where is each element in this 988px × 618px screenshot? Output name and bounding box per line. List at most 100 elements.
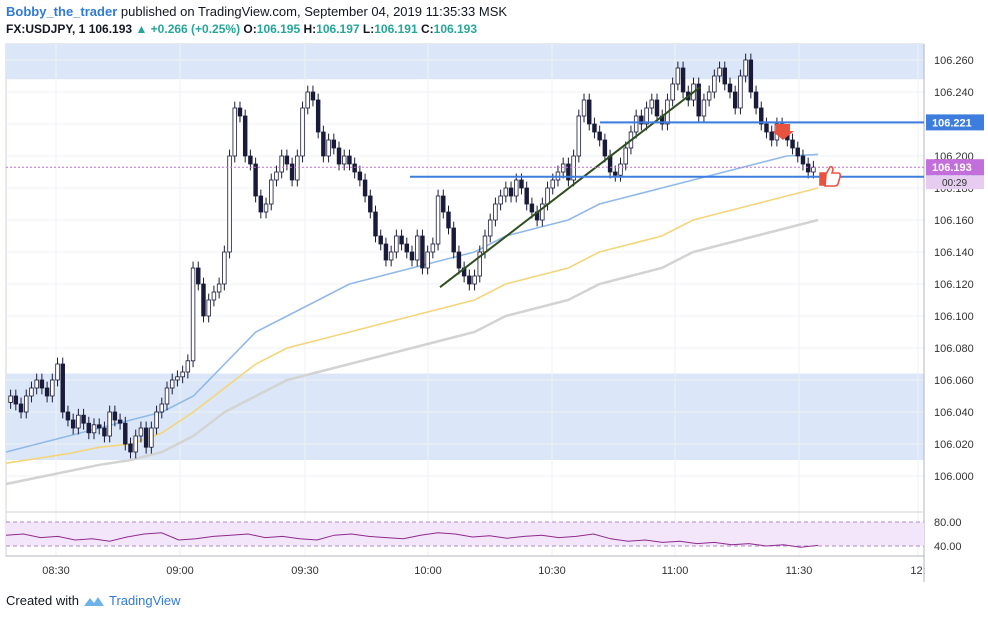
symbol-label: FX:USDJPY, 1 [6, 22, 86, 36]
candle-body [701, 99, 707, 117]
candle-body [649, 99, 655, 109]
high-label: H: [303, 22, 317, 36]
candle-body [576, 115, 582, 157]
countdown-label: 00:29 [942, 178, 967, 189]
candle-body [159, 403, 165, 413]
candle-body [336, 147, 342, 165]
candle-body [618, 163, 623, 176]
candle-body [81, 414, 86, 424]
y-tick-label: 106.260 [934, 55, 974, 67]
candle-body [399, 235, 404, 245]
candle-body [169, 379, 175, 389]
candle-body [310, 91, 316, 101]
candle-body [185, 360, 191, 373]
candle-body [425, 251, 430, 269]
x-tick-label: 09:30 [291, 565, 319, 577]
candle-body [738, 75, 743, 109]
candle-body [805, 163, 811, 173]
candle-body [65, 411, 71, 421]
candle-body [706, 91, 712, 101]
candle-body [227, 155, 232, 253]
x-tick-label: 11:00 [662, 565, 689, 577]
ma-line-ma_slow [5, 218, 819, 486]
candle-body [795, 147, 800, 157]
candle-body [269, 179, 274, 205]
thumbs-up-icon [819, 166, 842, 187]
tradingview-logo-icon [83, 596, 104, 606]
candle-body [441, 195, 446, 213]
candle-body [597, 131, 602, 141]
candle-body [206, 299, 211, 317]
candle-body [190, 267, 196, 362]
candle-body [91, 424, 97, 434]
candle-body [420, 235, 425, 269]
level-tag-label: 106.221 [932, 117, 972, 129]
candle-body [211, 291, 217, 301]
candle-body [613, 171, 618, 176]
low-value: 106.191 [374, 22, 418, 36]
close-label: C: [420, 22, 434, 36]
candle-body [446, 211, 451, 229]
candle-body [138, 427, 144, 437]
rsi-line [5, 532, 819, 548]
candle-body [540, 203, 545, 221]
footer: Created with TradingView [6, 593, 181, 608]
candle-body [587, 99, 592, 125]
y-tick-label: 106.160 [934, 215, 974, 227]
candle-body [503, 187, 509, 197]
open-label: O: [243, 22, 257, 36]
candle-body [284, 155, 290, 165]
candle-body [216, 283, 222, 293]
candle-body [388, 251, 394, 261]
candle-body [279, 155, 284, 173]
publish-header: Bobby_the_trader published on TradingVie… [6, 4, 507, 19]
candle-body [24, 395, 29, 413]
candle-body [222, 251, 227, 285]
y-tick-label: 106.100 [934, 311, 974, 323]
candle-body [232, 107, 237, 157]
candle-body [97, 424, 102, 429]
y-tick-label: 106.120 [934, 279, 974, 291]
candle-body [456, 251, 462, 269]
candle-body [524, 187, 529, 205]
candle-body [732, 91, 738, 109]
candle-body [639, 115, 644, 125]
high-value: 106.197 [316, 22, 360, 36]
x-tick-label: 11:30 [786, 565, 813, 577]
candle-body [769, 131, 774, 141]
candle-body [383, 243, 389, 261]
candle-body [164, 387, 170, 405]
symbol-header: FX:USDJPY, 1 106.193 ▲ +0.266 (+0.25%) O… [6, 22, 477, 36]
candle-body [123, 422, 128, 445]
x-tick-label: 09:00 [166, 565, 194, 577]
candle-body [581, 99, 587, 117]
y-tick-label: 106.060 [934, 375, 974, 387]
open-value: 106.195 [256, 22, 301, 36]
candle-body [790, 139, 795, 149]
candle-body [498, 195, 503, 205]
candle-body [44, 387, 50, 397]
candle-body [237, 107, 243, 117]
candle-body [727, 83, 733, 93]
level-tag-0 [926, 114, 984, 131]
candle-body [180, 371, 185, 378]
candle-body [357, 171, 363, 181]
candle-body [743, 59, 748, 77]
x-tick-label: 08:30 [42, 565, 70, 577]
candle-body [566, 163, 571, 181]
candle-body [654, 99, 660, 117]
author-link[interactable]: Bobby_the_trader [6, 4, 118, 19]
tradingview-brand[interactable]: TradingView [108, 593, 181, 608]
x-tick-label: 12: [910, 565, 925, 577]
candle-body [373, 211, 378, 237]
candle-body [362, 179, 368, 197]
candle-body [60, 363, 65, 413]
y-tick-label: 106.140 [934, 247, 974, 259]
candle-body [289, 163, 295, 181]
candle-body [326, 139, 331, 157]
candle-body [295, 155, 300, 181]
candle-body [50, 379, 55, 397]
candle-body [670, 83, 675, 101]
candle-body [633, 115, 639, 133]
